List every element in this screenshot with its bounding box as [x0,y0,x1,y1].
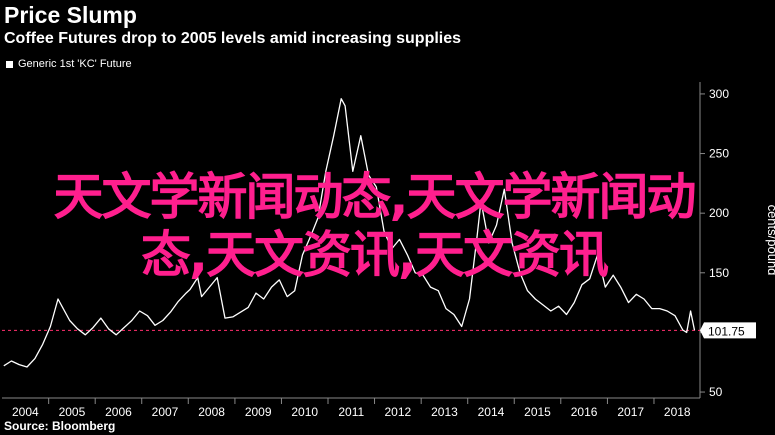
source-note: Source: Bloomberg [4,419,116,433]
x-tick-label: 2013 [431,405,458,419]
x-tick-label: 2004 [12,405,39,419]
legend-label: Generic 1st 'KC' Future [18,58,132,70]
x-tick-label: 2018 [664,405,691,419]
legend: Generic 1st 'KC' Future [6,58,132,70]
x-tick-label: 2015 [524,405,551,419]
x-tick-label: 2010 [291,405,318,419]
x-tick-label: 2011 [338,405,364,419]
chart-title: Price Slump [4,2,137,28]
x-tick-label: 2017 [617,405,644,419]
x-tick-label: 2007 [152,405,179,419]
series-line [3,98,696,368]
x-tick-label: 2009 [245,405,272,419]
y-tick-label: 250 [709,147,729,161]
last-value-label: 101.75 [708,324,745,338]
x-tick-label: 2006 [105,405,132,419]
x-tick-label: 2005 [59,405,86,419]
plot-area: 101.75 [2,98,756,368]
y-tick-label: 200 [709,206,729,220]
x-tick-label: 2012 [385,405,412,419]
y-tick-label: 50 [709,385,723,399]
axes: 2004 2005 2006 2007 2008 2009 2010 2011 2012 2013… [2,82,775,419]
legend-swatch [6,60,13,68]
last-value-box [700,322,756,339]
x-tick-label: 2014 [478,405,505,419]
x-tick-label: 2016 [571,405,598,419]
watermark-overlay: 天文学新闻动态,天文学新闻动态,天文资讯,天文资讯 [53,168,697,284]
x-tick-label: 2008 [198,405,225,419]
y-tick-label: 150 [709,266,729,280]
chart-subtitle: Coffee Futures drop to 2005 levels amid … [4,30,462,47]
y-axis-label: cents/pound [765,205,775,276]
y-tick-label: 300 [709,87,729,101]
